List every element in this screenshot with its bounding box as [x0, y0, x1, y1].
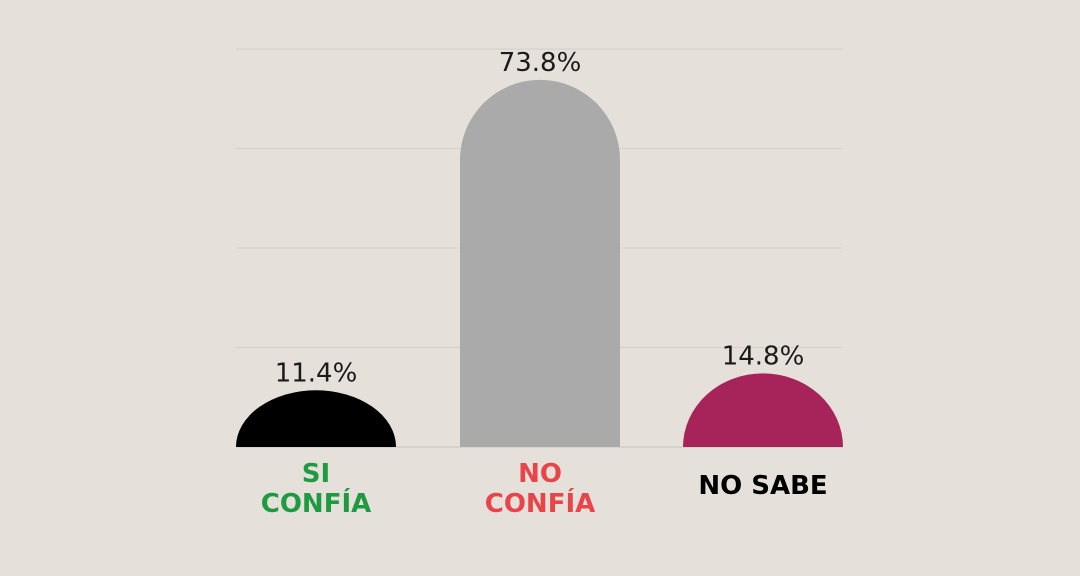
- bar: [460, 79, 620, 447]
- data-label: 14.8%: [722, 341, 805, 371]
- value-labels: 11.4% 73.8% 14.8%: [275, 48, 805, 388]
- bar: [683, 373, 843, 447]
- category-label: CONFÍA: [485, 487, 596, 519]
- category-label: NO: [518, 459, 562, 489]
- category-label: NO SABE: [698, 471, 827, 501]
- category-label: CONFÍA: [261, 487, 372, 519]
- data-label: 73.8%: [499, 48, 582, 78]
- category-label: SI: [302, 459, 330, 489]
- data-label: 11.4%: [275, 358, 358, 388]
- bars: [236, 79, 843, 447]
- bar: [236, 390, 396, 447]
